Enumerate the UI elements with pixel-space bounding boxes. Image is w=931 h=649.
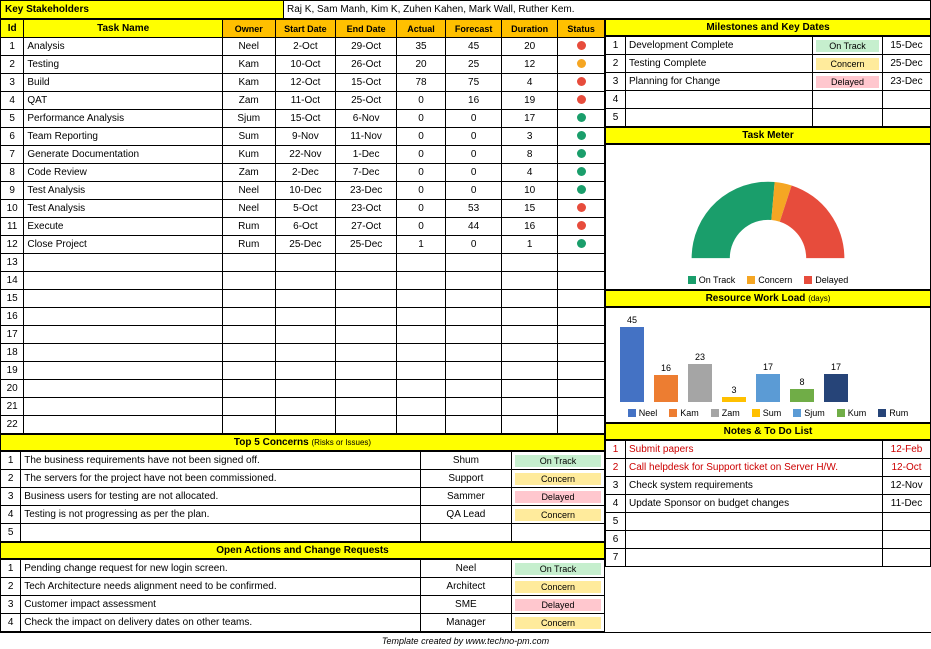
- task-header: Forecast: [446, 20, 502, 38]
- table-row[interactable]: 4QATZam 11-Oct25-Oct0 1619: [1, 92, 605, 110]
- status-dot-icon: [577, 113, 586, 122]
- concerns-table: 1The business requirements have not been…: [0, 451, 605, 542]
- table-row[interactable]: 3BuildKam 12-Oct15-Oct78 754: [1, 74, 605, 92]
- status-dot-icon: [577, 59, 586, 68]
- task-header: Task Name: [24, 20, 223, 38]
- table-row[interactable]: 2The servers for the project have not be…: [1, 470, 605, 488]
- status-dot-icon: [577, 77, 586, 86]
- table-row[interactable]: 2TestingKam 10-Oct26-Oct20 2512: [1, 56, 605, 74]
- table-row[interactable]: 1Submit papers 12-Feb: [606, 441, 931, 459]
- taskmeter-title: Task Meter: [605, 127, 931, 144]
- table-row[interactable]: 5Performance AnalysisSjum 15-Oct6-Nov0 0…: [1, 110, 605, 128]
- status-dot-icon: [577, 149, 586, 158]
- table-row[interactable]: 7: [606, 549, 931, 567]
- table-row[interactable]: 10Test AnalysisNeel 5-Oct23-Oct0 5315: [1, 200, 605, 218]
- task-header: Id: [1, 20, 24, 38]
- table-row[interactable]: 11ExecuteRum 6-Oct27-Oct0 4416: [1, 218, 605, 236]
- legend-item: Delayed: [804, 275, 848, 285]
- gauge-segment: [780, 185, 845, 258]
- table-row[interactable]: 3Business users for testing are not allo…: [1, 488, 605, 506]
- notes-table: 1Submit papers 12-Feb 2Call helpdesk for…: [605, 440, 931, 567]
- status-dot-icon: [577, 131, 586, 140]
- table-row[interactable]: 16: [1, 308, 605, 326]
- table-row[interactable]: 1AnalysisNeel 2-Oct29-Oct35 4520: [1, 38, 605, 56]
- concerns-title: Top 5 Concerns (Risks or Issues): [0, 434, 605, 451]
- table-row[interactable]: 6Team ReportingSum 9-Nov11-Nov0 03: [1, 128, 605, 146]
- table-row[interactable]: 18: [1, 344, 605, 362]
- tasks-table: IdTask NameOwnerStart DateEnd DateActual…: [0, 19, 605, 434]
- task-header: Start Date: [275, 20, 336, 38]
- footer: Template created by www.techno-pm.com: [0, 632, 931, 649]
- table-row[interactable]: 2Tech Architecture needs alignment need …: [1, 578, 605, 596]
- table-row[interactable]: 13: [1, 254, 605, 272]
- table-row[interactable]: 5: [606, 513, 931, 531]
- status-dot-icon: [577, 203, 586, 212]
- status-dot-icon: [577, 41, 586, 50]
- table-row[interactable]: 14: [1, 272, 605, 290]
- table-row[interactable]: 4Update Sponsor on budget changes 11-Dec: [606, 495, 931, 513]
- legend-item: Concern: [747, 275, 792, 285]
- task-header: Duration: [502, 20, 558, 38]
- milestones-title: Milestones and Key Dates: [605, 19, 931, 36]
- legend-item: Neel: [628, 408, 658, 418]
- legend-item: Rum: [878, 408, 908, 418]
- workload-chart: 45 16 23 3 17 8 17 Neel Kam Zam Sum Sjum Kum Rum: [605, 307, 931, 423]
- actions-title: Open Actions and Change Requests: [0, 542, 605, 559]
- table-row[interactable]: 19: [1, 362, 605, 380]
- table-row[interactable]: 15: [1, 290, 605, 308]
- status-dot-icon: [577, 167, 586, 176]
- table-row[interactable]: 9Test AnalysisNeel 10-Dec23-Dec0 010: [1, 182, 605, 200]
- table-row[interactable]: 3Planning for Change Delayed 23-Dec: [606, 73, 931, 91]
- bar: 8: [790, 389, 814, 402]
- table-row[interactable]: 2Testing Complete Concern 25-Dec: [606, 55, 931, 73]
- task-header: Actual: [397, 20, 446, 38]
- table-row[interactable]: 22: [1, 416, 605, 434]
- table-row[interactable]: 5: [606, 109, 931, 127]
- task-header: End Date: [336, 20, 397, 38]
- stakeholders-label: Key Stakeholders: [1, 1, 284, 19]
- workload-title: Resource Work Load (days): [605, 290, 931, 307]
- table-row[interactable]: 3Check system requirements 12-Nov: [606, 477, 931, 495]
- table-row[interactable]: 8Code ReviewZam 2-Dec7-Dec0 04: [1, 164, 605, 182]
- milestones-table: 1Development Complete On Track 15-Dec 2T…: [605, 36, 931, 127]
- status-dot-icon: [577, 95, 586, 104]
- table-row[interactable]: 5: [1, 524, 605, 542]
- table-row[interactable]: 3Customer impact assessment SME Delayed: [1, 596, 605, 614]
- stakeholders-row: Key Stakeholders Raj K, Sam Manh, Kim K,…: [0, 0, 931, 19]
- taskmeter-chart: On Track Concern Delayed: [605, 144, 931, 290]
- legend-item: Kum: [837, 408, 867, 418]
- table-row[interactable]: 7Generate DocumentationKum 22-Nov1-Dec0 …: [1, 146, 605, 164]
- table-row[interactable]: 4Testing is not progressing as per the p…: [1, 506, 605, 524]
- bar: 16: [654, 375, 678, 402]
- table-row[interactable]: 1Development Complete On Track 15-Dec: [606, 37, 931, 55]
- status-dot-icon: [577, 185, 586, 194]
- legend-item: On Track: [688, 275, 736, 285]
- table-row[interactable]: 4: [606, 91, 931, 109]
- notes-title: Notes & To Do List: [605, 423, 931, 440]
- gauge-segment: [692, 182, 775, 258]
- bar: 23: [688, 364, 712, 402]
- bar: 17: [824, 374, 848, 402]
- legend-item: Sjum: [793, 408, 825, 418]
- bar: 3: [722, 397, 746, 402]
- table-row[interactable]: 1Pending change request for new login sc…: [1, 560, 605, 578]
- bar: 17: [756, 374, 780, 402]
- table-row[interactable]: 4Check the impact on delivery dates on o…: [1, 614, 605, 632]
- bar: 45: [620, 327, 644, 402]
- table-row[interactable]: 6: [606, 531, 931, 549]
- legend-item: Sum: [752, 408, 782, 418]
- legend-item: Zam: [711, 408, 740, 418]
- table-row[interactable]: 20: [1, 380, 605, 398]
- status-dot-icon: [577, 239, 586, 248]
- task-header: Owner: [222, 20, 275, 38]
- task-header: Status: [558, 20, 605, 38]
- table-row[interactable]: 12Close ProjectRum 25-Dec25-Dec1 01: [1, 236, 605, 254]
- legend-item: Kam: [669, 408, 699, 418]
- stakeholders-value: Raj K, Sam Manh, Kim K, Zuhen Kahen, Mar…: [284, 1, 931, 19]
- table-row[interactable]: 1The business requirements have not been…: [1, 452, 605, 470]
- table-row[interactable]: 2Call helpdesk for Support ticket on Ser…: [606, 459, 931, 477]
- table-row[interactable]: 21: [1, 398, 605, 416]
- table-row[interactable]: 17: [1, 326, 605, 344]
- status-dot-icon: [577, 221, 586, 230]
